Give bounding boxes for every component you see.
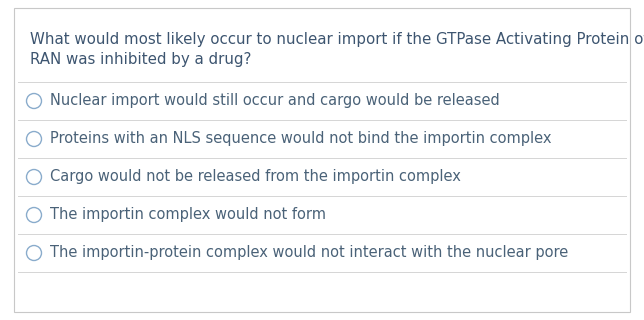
Text: Nuclear import would still occur and cargo would be released: Nuclear import would still occur and car…: [50, 93, 500, 108]
Text: What would most likely occur to nuclear import if the GTPase Activating Protein : What would most likely occur to nuclear …: [30, 32, 644, 47]
Text: RAN was inhibited by a drug?: RAN was inhibited by a drug?: [30, 52, 251, 67]
Text: The importin-protein complex would not interact with the nuclear pore: The importin-protein complex would not i…: [50, 245, 568, 260]
FancyBboxPatch shape: [14, 8, 630, 312]
Text: Cargo would not be released from the importin complex: Cargo would not be released from the imp…: [50, 170, 461, 185]
Text: Proteins with an NLS sequence would not bind the importin complex: Proteins with an NLS sequence would not …: [50, 132, 551, 147]
Text: The importin complex would not form: The importin complex would not form: [50, 207, 326, 222]
